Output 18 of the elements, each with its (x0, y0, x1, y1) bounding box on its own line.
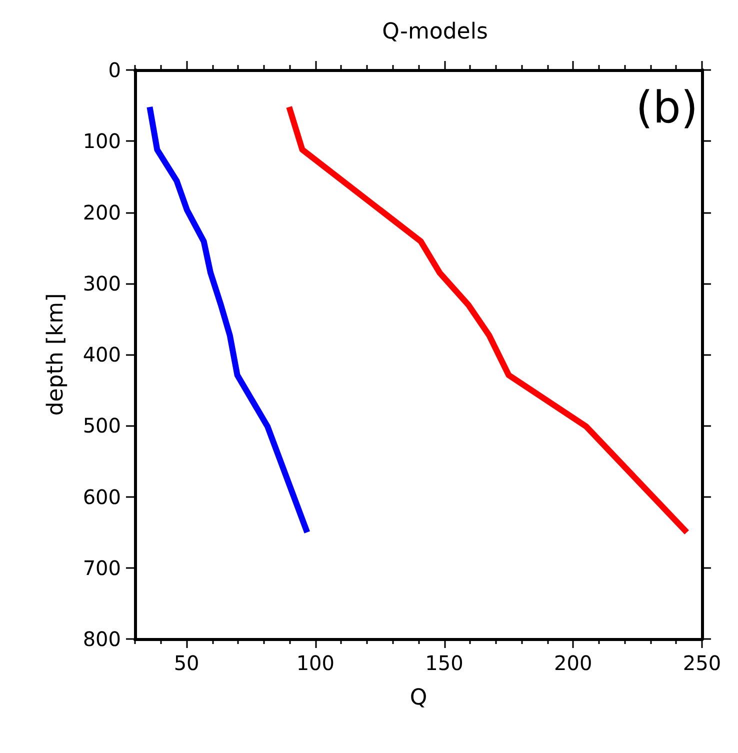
y-tick-label: 200 (82, 200, 121, 224)
y-axis-title: depth [km] (44, 293, 68, 416)
x-tick-label: 250 (682, 651, 722, 675)
y-tick-label: 800 (82, 627, 121, 651)
y-tick-label: 100 (82, 129, 121, 154)
chart-title: Q-models (382, 20, 488, 44)
y-tick-label: 500 (82, 414, 121, 438)
y-tick-label: 700 (82, 556, 121, 580)
x-tick-label: 100 (296, 651, 335, 675)
x-tick-label: 150 (425, 651, 464, 675)
y-tick-label: 300 (82, 271, 121, 296)
y-tick-label: 400 (82, 342, 121, 366)
x-tick-label: 50 (174, 651, 200, 675)
annotation: (b) (636, 82, 698, 134)
x-axis-title: Q (410, 686, 428, 710)
y-tick-label: 0 (108, 58, 121, 82)
x-tick-label: 200 (554, 651, 592, 675)
y-tick-label: 600 (82, 484, 121, 509)
